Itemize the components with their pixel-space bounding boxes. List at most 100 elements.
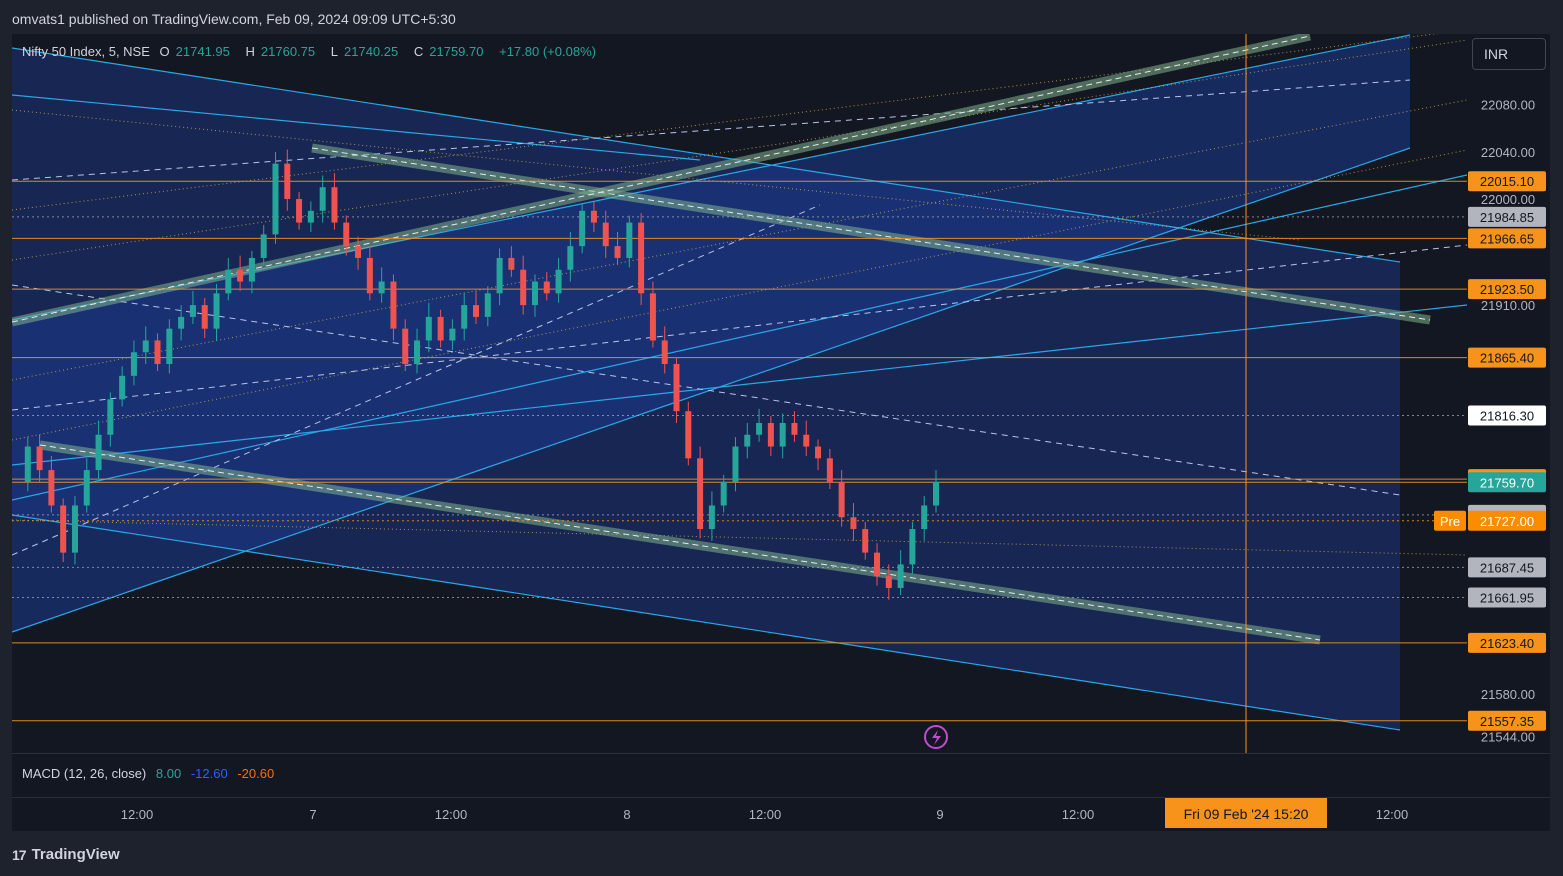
candle-body (237, 269, 244, 282)
flash-icon[interactable] (924, 725, 948, 749)
candle-body (850, 517, 857, 530)
macd-value: 8.00 (155, 766, 182, 781)
candle-body (24, 446, 31, 482)
price-badge (1468, 710, 1546, 731)
candle-body (248, 257, 255, 282)
y-tick-label: 21544.00 (1481, 729, 1535, 744)
candle-body (661, 340, 668, 365)
candle-body (225, 269, 232, 294)
candle-body (874, 552, 881, 577)
crosshair-time-badge (1165, 798, 1327, 828)
y-tick-label: 21580.00 (1481, 687, 1535, 702)
candle-body (178, 316, 185, 329)
price-badge (1468, 228, 1546, 249)
price-badge-label: 21984.85 (1480, 210, 1534, 225)
candle-body (579, 210, 586, 247)
candle-body (897, 564, 904, 588)
candle-body (767, 422, 774, 447)
price-badge-label: 21923.50 (1480, 282, 1534, 297)
candle-body (756, 422, 763, 435)
macd-hist-value: -20.60 (237, 766, 275, 781)
macd-label[interactable]: MACD (12, 26, close) (22, 766, 147, 781)
macd-pane-background (12, 754, 1467, 797)
candle-body (555, 269, 562, 294)
channel-line (12, 174, 1467, 501)
currency-button[interactable]: INR (1472, 38, 1546, 70)
y-tick-label: 22040.00 (1481, 145, 1535, 160)
candle-body (83, 470, 90, 506)
candle-body (508, 257, 515, 270)
tradingview-logo-icon: 17 (12, 846, 27, 863)
channel-line (12, 47, 1401, 263)
macd-legend: MACD (12, 26, close) 8.00 -12.60 -20.60 (22, 766, 280, 781)
candle-body (791, 422, 798, 435)
candle-body (649, 293, 656, 341)
channel-line (12, 514, 1401, 731)
candle-body (921, 505, 928, 530)
tradingview-logo[interactable]: 17 TradingView (12, 846, 120, 863)
price-badge-label: 21687.45 (1480, 560, 1534, 575)
candle-body (154, 340, 161, 365)
price-badge-label: 21966.65 (1480, 231, 1534, 246)
price-badge (1468, 632, 1546, 653)
candle-body (626, 222, 633, 258)
candle-body (260, 234, 267, 258)
candle-body (60, 505, 67, 553)
candle-body (319, 187, 326, 211)
candle-body (531, 281, 538, 306)
price-badge (1468, 557, 1546, 578)
fib-dotted-line (12, 99, 1467, 381)
candle-body (378, 281, 385, 294)
candle-body (496, 257, 503, 294)
candle-body (685, 411, 692, 459)
dashed-median-line (12, 244, 1467, 411)
candle-body (119, 375, 126, 400)
channel-line (12, 304, 1467, 466)
x-tick-label: 12:00 (1062, 807, 1095, 822)
candle-body (638, 222, 645, 294)
candle-body (414, 340, 421, 365)
candle-body (732, 446, 739, 482)
y-tick-label: 21910.00 (1481, 298, 1535, 313)
candle-body (213, 293, 220, 329)
change-value: +17.80 (+0.08%) (499, 44, 596, 59)
candle-body (744, 434, 751, 447)
candle-body (272, 163, 279, 235)
candle-body (590, 210, 597, 223)
channel-line (12, 94, 701, 161)
candle-body (803, 434, 810, 447)
price-badge (1468, 472, 1546, 493)
candle-body (826, 458, 833, 482)
candle-body (567, 246, 574, 270)
price-badge (1468, 510, 1546, 531)
candle-body (95, 434, 102, 471)
symbol-name[interactable]: Nifty 50 Index, 5, NSE (22, 44, 150, 59)
candle-body (885, 576, 892, 588)
x-tick-label: 12:00 (749, 807, 782, 822)
candle-body (307, 210, 314, 223)
price-badge-label: 21816.30 (1480, 409, 1534, 424)
candle-body (933, 481, 939, 506)
candle-body (355, 246, 362, 258)
fib-dotted-line (12, 149, 1467, 441)
tradingview-logo-text: TradingView (31, 846, 120, 863)
close-value: C 21759.70 (413, 44, 484, 59)
candle-body (366, 257, 373, 294)
candle-body (201, 305, 208, 329)
candle-body (838, 481, 845, 518)
candle-body (402, 328, 409, 365)
trend-band-center (39, 444, 1321, 641)
price-badge (1468, 206, 1546, 227)
candle-body (484, 293, 491, 317)
high-value: H 21760.75 (245, 44, 316, 59)
candle-body (708, 505, 715, 530)
open-value: O 21741.95 (159, 44, 230, 59)
candle-body (331, 187, 338, 223)
dashed-median-line (12, 204, 821, 556)
x-tick-label: 12:00 (435, 807, 468, 822)
price-badge-label: 21661.95 (1480, 590, 1534, 605)
candle-body (614, 246, 621, 258)
price-badge-label: 21759.70 (1480, 475, 1534, 490)
macd-signal-value: -12.60 (190, 766, 228, 781)
